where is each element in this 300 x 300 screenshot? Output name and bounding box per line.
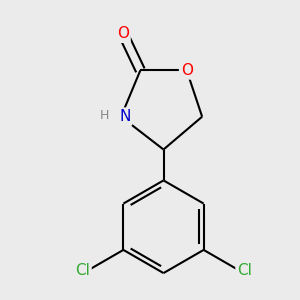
Text: O: O [117,26,129,41]
Text: N: N [119,109,130,124]
Text: O: O [181,63,193,78]
Text: H: H [100,109,109,122]
Text: Cl: Cl [75,263,90,278]
Text: Cl: Cl [237,263,252,278]
